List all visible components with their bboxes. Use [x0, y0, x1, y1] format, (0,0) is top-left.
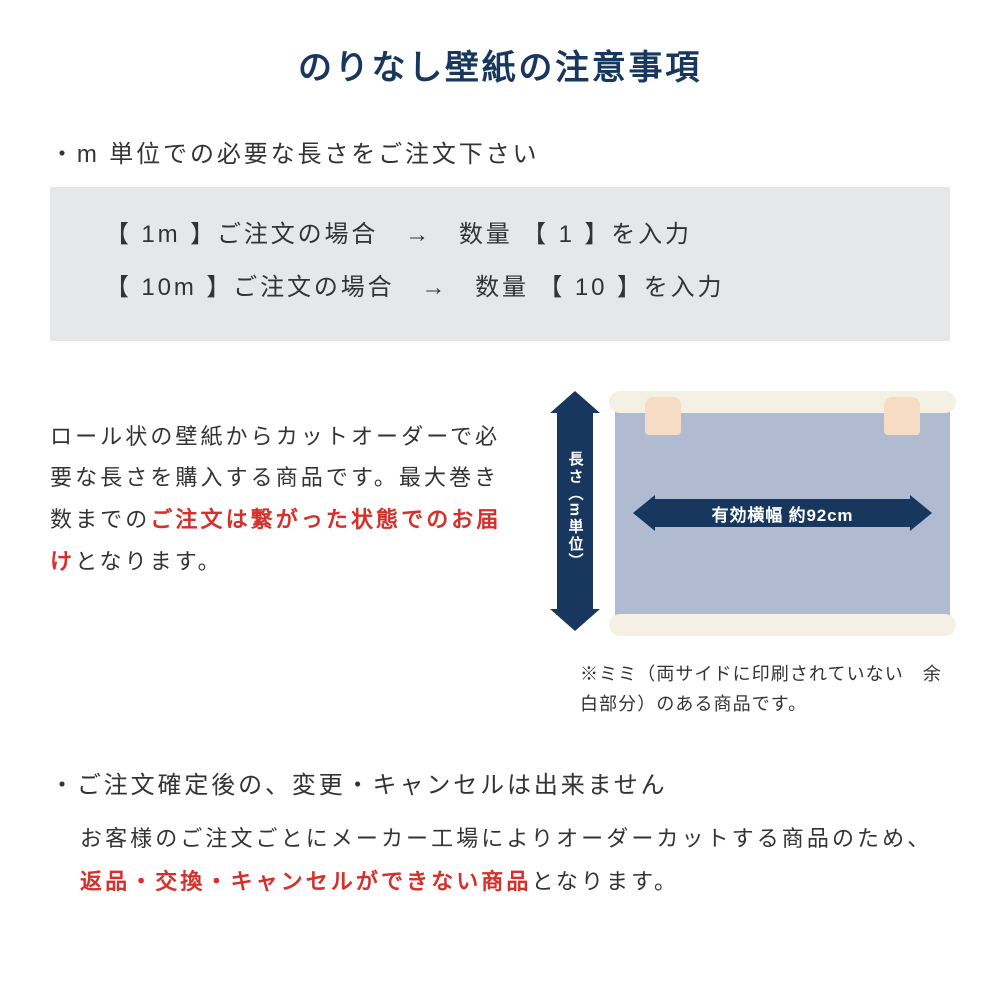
arrow-right-icon: [910, 495, 932, 531]
policy-part2: となります。: [531, 869, 679, 894]
vertical-arrow: 長さ（m単位）: [550, 391, 600, 631]
example-line-1: 【 1m 】ご注文の場合 → 数量 【 1 】を入力: [105, 209, 910, 262]
horizontal-arrow: 有効横幅 約92cm: [633, 495, 932, 531]
desc-part2: となります。: [75, 549, 223, 574]
hand-right-icon: [884, 397, 920, 435]
size-diagram: 長さ（m単位） 有効横幅 約92cm: [540, 381, 950, 641]
arrow-down-icon: [550, 609, 600, 631]
arrow-up-icon: [550, 391, 600, 413]
horizontal-arrow-label: 有効横幅 約92cm: [712, 501, 854, 526]
policy-part1: お客様のご注文ごとにメーカー工場によりオーダーカットする商品のため、: [80, 826, 932, 851]
order-example-box: 【 1m 】ご注文の場合 → 数量 【 1 】を入力 【 10m 】ご注文の場合…: [50, 187, 950, 341]
description-row: ロール状の壁紙からカットオーダーで必要な長さを購入する商品です。最大巻き数までの…: [50, 381, 950, 641]
wallpaper-roll: 有効横幅 約92cm: [615, 401, 950, 626]
arrow-left-icon: [633, 495, 655, 531]
hand-left-icon: [645, 397, 681, 435]
section1-heading: ・m 単位での必要な長さをご注文下さい: [50, 134, 950, 169]
section2-heading: ・ご注文確定後の、変更・キャンセルは出来ません: [50, 765, 950, 800]
policy-emphasis: 返品・交換・キャンセルができない商品: [80, 869, 531, 894]
mimi-note: ※ミミ（両サイドに印刷されていない 余白部分）のある商品です。: [50, 659, 950, 720]
example-line-2: 【 10m 】ご注文の場合 → 数量 【 10 】を入力: [105, 262, 910, 315]
roll-bottom-edge: [609, 614, 956, 636]
vertical-arrow-label: 長さ（m単位）: [565, 451, 586, 570]
cancel-policy: お客様のご注文ごとにメーカー工場によりオーダーカットする商品のため、返品・交換・…: [50, 818, 950, 904]
roll-description: ロール状の壁紙からカットオーダーで必要な長さを購入する商品です。最大巻き数までの…: [50, 381, 520, 641]
page-title: のりなし壁紙の注意事項: [50, 40, 950, 89]
